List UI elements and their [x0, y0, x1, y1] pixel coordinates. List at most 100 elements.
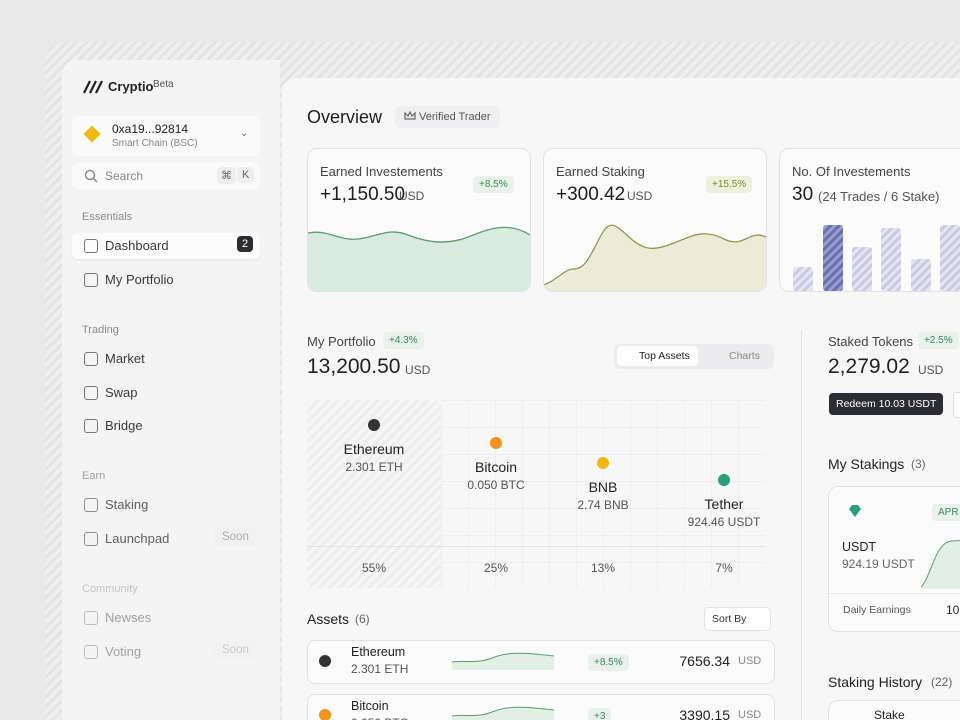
apr-badge: APR — [932, 504, 960, 521]
asset-icon — [718, 474, 730, 486]
nav-item[interactable]: Dashboard — [105, 238, 169, 253]
logo-icon — [83, 80, 103, 94]
history-title: Staking History — [828, 674, 923, 690]
stat-change: +8.5% — [473, 176, 514, 193]
asset-row-unit: USD — [738, 709, 762, 720]
chevron: ⌄ — [240, 128, 249, 139]
staking-amount: 924.19 USDT — [842, 557, 915, 571]
nav-icon — [84, 611, 98, 625]
tether-icon — [849, 505, 861, 517]
stat-value: 30 — [792, 184, 814, 205]
asset-name: Tether — [704, 496, 744, 512]
stat-card — [779, 148, 960, 292]
stat-value: +1,150.50 — [320, 184, 406, 205]
nav-icon — [84, 644, 98, 659]
asset-name: Bitcoin — [474, 459, 518, 475]
asset-amount: 2.74 BNB — [577, 498, 629, 512]
asset-row-unit: USD — [738, 655, 762, 667]
staked-value: 2,279.02 — [828, 355, 910, 378]
stat-card — [543, 148, 767, 292]
row-sparkline — [452, 652, 554, 670]
history-row-label: Stake — [874, 708, 905, 720]
asset-row-name: Bitcoin — [351, 699, 389, 713]
nav-item[interactable]: Voting — [105, 643, 142, 659]
bar-graphic — [793, 225, 960, 291]
nav-icon — [84, 419, 98, 433]
sparkline — [544, 224, 766, 291]
stat-unit: USD — [399, 189, 425, 203]
asset-share: 25% — [483, 561, 509, 575]
history-row — [828, 700, 960, 720]
stat-value: +300.42 — [556, 184, 626, 205]
portfolio-value: 13,200.50 — [307, 355, 401, 378]
assets-count: (6) — [355, 612, 370, 626]
asset-row-icon — [319, 709, 331, 720]
nav-icon — [84, 531, 98, 546]
shortcut-key: K — [237, 167, 255, 183]
button[interactable] — [953, 392, 960, 418]
row-sparkline — [452, 706, 554, 720]
nav-icon — [84, 272, 98, 287]
staked-change: +2.5% — [918, 332, 959, 349]
stat-change: +15.5% — [706, 176, 753, 193]
nav-section-title: Essentials — [82, 211, 133, 223]
nav-item[interactable]: Swap — [105, 384, 138, 400]
staked-title: Staked Tokens — [828, 334, 914, 349]
wallet-address: 0xa19...92814 — [112, 122, 189, 136]
asset-row-name: Ethereum — [351, 645, 406, 659]
nav-badge: 2 — [237, 236, 254, 252]
staking-token: USDT — [842, 540, 877, 554]
nav-item[interactable]: Bridge — [105, 418, 143, 433]
nav-section-title: Community — [82, 583, 138, 595]
tab[interactable]: Charts — [729, 350, 760, 362]
history-count: (22) — [931, 675, 953, 689]
crown-icon — [404, 111, 416, 120]
brand-tag: Beta — [153, 79, 174, 90]
stat-unit: USD — [627, 189, 653, 203]
asset-amount: 0.050 BTC — [467, 478, 525, 492]
nav-icon — [84, 385, 98, 400]
nav-item[interactable]: My Portfolio — [105, 271, 174, 287]
page-title: Overview — [307, 107, 383, 127]
asset-row-change: +3 — [588, 708, 612, 720]
verified-badge: Verified Trader — [395, 106, 500, 128]
nav-item[interactable]: Market — [105, 351, 145, 366]
sort-button[interactable]: Sort By — [704, 607, 772, 631]
tab-active[interactable]: Top Assets — [617, 346, 698, 366]
wallet-selector[interactable] — [72, 116, 260, 156]
stakings-count: (3) — [911, 457, 926, 471]
asset-row-amount: 0.050 BTC — [351, 716, 408, 720]
earnings-label: Daily Earnings — [843, 604, 911, 616]
nav-item[interactable]: Staking — [105, 497, 149, 512]
stat-card — [307, 148, 531, 292]
asset-share: 7% — [715, 561, 733, 575]
asset-share: 55% — [361, 561, 387, 575]
assets-title: Assets — [307, 611, 350, 627]
asset-icon — [490, 437, 502, 449]
asset-icon — [368, 419, 380, 431]
divider — [801, 330, 802, 720]
nav-section-title: Trading — [82, 324, 119, 336]
sparkline — [921, 540, 960, 589]
redeem-button[interactable]: Redeem 10.03 USDT — [829, 393, 944, 415]
asset-name: BNB — [588, 479, 618, 495]
nav-item[interactable]: Launchpad — [105, 530, 170, 546]
nav-badge: Soon — [214, 640, 257, 659]
asset-row-value: 3390.15 — [679, 707, 730, 720]
search-placeholder: Search — [105, 169, 144, 183]
nav-item[interactable]: Newses — [105, 610, 152, 625]
nav-icon — [84, 498, 98, 512]
staked-unit: USD — [918, 363, 944, 377]
asset-amount: 2.301 ETH — [345, 460, 403, 474]
stat-label: No. Of Investements — [792, 164, 911, 179]
stakings-title: My Stakings — [828, 456, 905, 472]
sparkline — [308, 226, 530, 291]
search-icon — [84, 169, 98, 183]
stat-label: Earned Staking — [556, 164, 645, 179]
asset-column-highlight — [307, 400, 441, 588]
asset-icon — [597, 457, 609, 469]
divider — [307, 546, 765, 547]
portfolio-change: +4.3% — [383, 332, 424, 349]
asset-amount: 924.46 USDT — [687, 515, 761, 529]
